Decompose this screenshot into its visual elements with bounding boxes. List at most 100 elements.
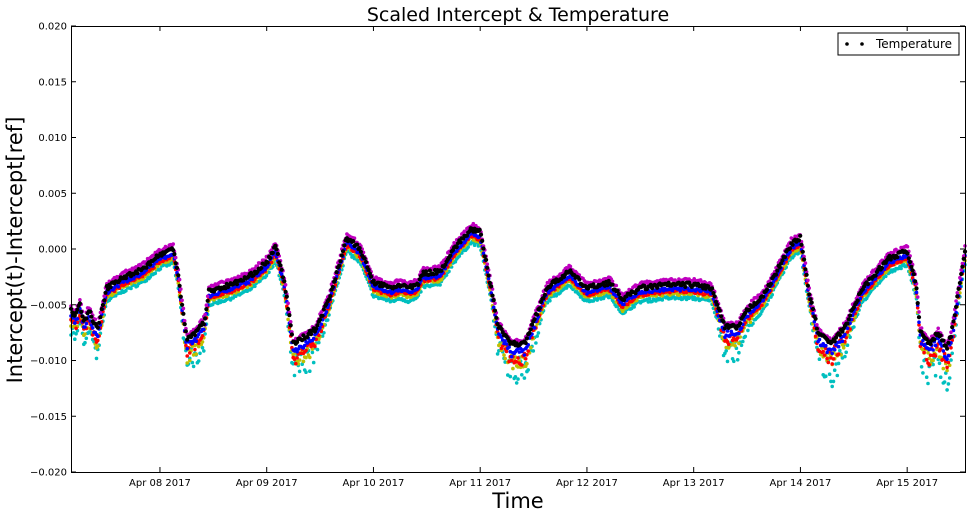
series-3-point: [294, 361, 298, 366]
series-3-point: [845, 330, 850, 334]
series-temperature: [68, 226, 968, 351]
series-4-point: [958, 291, 962, 295]
temperature-point: [177, 283, 182, 288]
series-1-point: [171, 242, 175, 246]
temperature-point: [75, 307, 80, 312]
temperature-point: [351, 239, 356, 244]
legend-marker-dot: [845, 42, 849, 46]
series-4-point: [660, 293, 665, 298]
series-5-point: [198, 351, 202, 356]
series-1-point: [917, 310, 921, 314]
series-2-point: [302, 343, 307, 348]
series-5-point: [591, 299, 596, 303]
series-2-point: [845, 326, 850, 331]
series-1-point: [818, 328, 823, 333]
series-2-point: [324, 310, 329, 314]
temperature-point: [135, 271, 140, 276]
series-4-point: [156, 264, 160, 269]
series-1-point: [958, 275, 962, 280]
temperature-point: [485, 265, 490, 270]
temperature-point: [339, 253, 344, 258]
series-2-point: [311, 336, 316, 341]
series-1-point: [815, 323, 819, 327]
temperature-point: [813, 316, 818, 321]
y-tick-label: 0.020: [38, 22, 67, 33]
temperature-point: [527, 330, 532, 336]
series-1-point: [915, 295, 920, 299]
series-5-point: [84, 336, 89, 341]
temperature-point: [764, 287, 770, 292]
series-3-point: [269, 260, 274, 265]
series-4-point: [304, 355, 308, 360]
temperature-point: [721, 319, 726, 324]
series-5-point: [926, 381, 930, 386]
temperature-point: [855, 298, 860, 303]
series-5-point: [495, 352, 500, 356]
series-5-point: [945, 388, 949, 392]
series-2-point: [152, 262, 156, 266]
y-tick-label: 0.005: [38, 189, 67, 200]
temperature-point: [123, 276, 128, 281]
temperature-point: [808, 297, 813, 302]
series-2-point: [481, 251, 486, 256]
temperature-point: [204, 307, 209, 312]
temperature-point: [495, 321, 500, 327]
series-2-point: [817, 337, 822, 342]
series-5-point: [513, 375, 518, 379]
temperature-point: [328, 294, 333, 299]
series-2-point: [202, 327, 206, 332]
series-5-point: [832, 368, 837, 373]
series-2-point: [416, 286, 421, 290]
temperature-point: [265, 260, 270, 265]
series-4-point: [188, 358, 192, 363]
temperature-point: [873, 273, 878, 278]
series-3-point: [938, 347, 943, 351]
series-1-point: [485, 262, 490, 267]
series-5-point: [522, 376, 527, 380]
series-2-point: [737, 331, 741, 336]
temperature-point: [492, 308, 498, 313]
temperature-point: [490, 293, 495, 298]
temperature-point: [628, 292, 633, 297]
series-1-point: [568, 264, 573, 269]
series-4-point: [96, 344, 100, 349]
temperature-point: [458, 240, 463, 245]
series-4-point: [200, 340, 205, 344]
temperature-point: [487, 280, 492, 285]
temperature-point: [283, 289, 288, 294]
series-5-point: [835, 373, 840, 378]
series-2-point: [73, 321, 77, 325]
series-3-point: [949, 346, 953, 350]
series-5-point: [508, 374, 513, 379]
temperature-point: [439, 268, 444, 273]
temperature-point: [371, 278, 376, 283]
series-2-point: [812, 320, 817, 324]
temperature-point: [524, 336, 530, 341]
series-4-point: [83, 332, 87, 336]
temperature-point: [280, 275, 286, 280]
series-1-point: [806, 278, 810, 283]
series-5-point: [831, 379, 836, 384]
temperature-point: [295, 340, 300, 345]
series-2-point: [811, 311, 815, 316]
series-4-point: [941, 366, 946, 371]
temperature-point: [945, 346, 950, 351]
series-1-point: [803, 261, 808, 265]
series-5-point: [200, 345, 205, 350]
series-2-point: [945, 357, 949, 362]
temperature-point: [275, 251, 280, 256]
temperature-point: [482, 254, 487, 259]
temperature-point: [916, 315, 922, 320]
series-5-point: [884, 274, 888, 279]
series-4-point: [296, 361, 301, 366]
series-1-point: [802, 254, 806, 259]
series-5-point: [516, 377, 520, 381]
series-2-point: [507, 345, 511, 349]
series-5-point: [310, 350, 315, 355]
series-4-point: [873, 282, 878, 286]
temperature-point: [182, 322, 187, 327]
temperature-point: [203, 316, 208, 321]
temperature-point: [180, 302, 185, 307]
temperature-point: [98, 315, 103, 320]
temperature-point: [910, 268, 915, 273]
